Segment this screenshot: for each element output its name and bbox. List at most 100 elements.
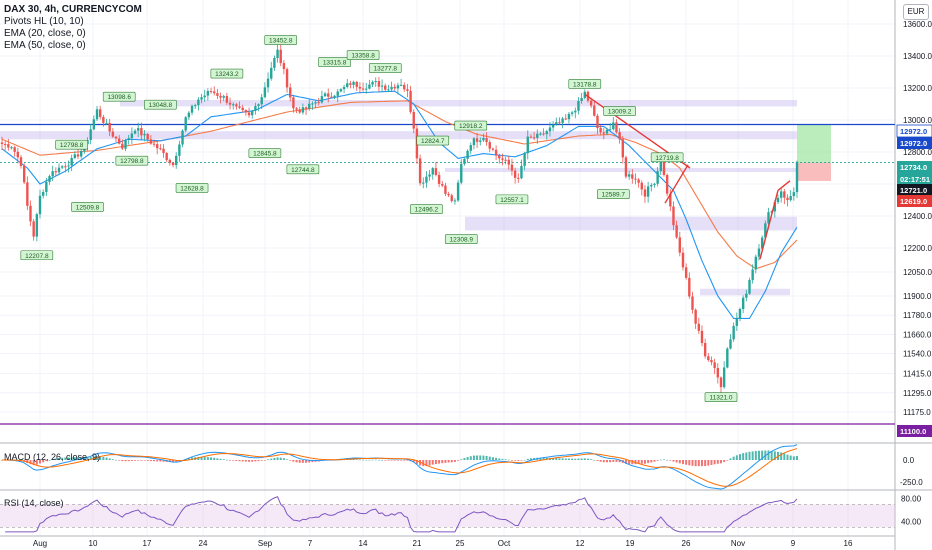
candle-body [200, 97, 203, 100]
macd-histogram-bar [305, 460, 308, 463]
macd-histogram-bar [457, 460, 460, 461]
stop-zone [797, 162, 831, 181]
candle-body [393, 86, 396, 89]
trend-line [777, 180, 791, 191]
candle-body [558, 122, 561, 124]
currency-button[interactable]: EUR [903, 4, 929, 20]
macd-histogram-bar [124, 460, 127, 462]
candle-body [631, 174, 634, 179]
candle-body [684, 267, 688, 278]
pivot-label-box [454, 120, 488, 131]
legend-ema50[interactable]: EMA (50, close, 0) [4, 40, 86, 51]
candle-body [235, 104, 238, 107]
candle-body [751, 269, 754, 281]
macd-histogram-bar [153, 460, 156, 462]
macd-histogram-bar [362, 459, 365, 461]
macd-histogram-bar [697, 460, 700, 467]
macd-histogram-bar [672, 460, 675, 462]
support-resistance-zone [445, 168, 797, 172]
macd-histogram-bar [609, 460, 612, 463]
macd-label[interactable]: MACD (12, 26, close, 9) [4, 452, 101, 462]
macd-histogram-bar [564, 458, 567, 460]
candle-body [510, 164, 514, 171]
candle-body [336, 91, 339, 96]
macd-histogram-bar [504, 459, 507, 460]
pivot-label: 13243.2 [215, 71, 239, 78]
candle-body [57, 167, 61, 173]
candle-body [54, 171, 58, 173]
macd-histogram-bar [146, 460, 149, 461]
price-tick-label: 11660.0 [903, 330, 932, 339]
macd-histogram-bar [29, 460, 32, 465]
candle-body [399, 84, 403, 86]
macd-histogram-bar [238, 460, 241, 462]
macd-histogram-bar [542, 457, 545, 460]
candle-body [244, 110, 248, 113]
macd-histogram-bar [336, 459, 339, 461]
macd-histogram-bar [51, 459, 54, 460]
candle-body [266, 78, 270, 88]
macd-histogram-bar [225, 459, 228, 461]
support-resistance-zone [700, 288, 790, 296]
macd-histogram-bar [495, 457, 498, 460]
macd-histogram-bar [745, 452, 748, 460]
candle-body [48, 176, 51, 182]
candle-body [453, 200, 457, 202]
macd-histogram-bar [263, 460, 266, 461]
price-tag-label: 12972.0 [900, 139, 927, 148]
candle-body [165, 153, 168, 160]
candle-body [479, 140, 482, 142]
macd-histogram-bar [137, 460, 140, 461]
legend-ema20[interactable]: EMA (20, close, 0) [4, 28, 86, 39]
candle-body [403, 84, 406, 90]
macd-histogram-bar [783, 453, 786, 460]
candle-body [317, 102, 320, 104]
macd-histogram-bar [108, 458, 111, 460]
macd-histogram-bar [710, 460, 713, 465]
macd-histogram-bar [599, 460, 602, 462]
legend-pivots[interactable]: Pivots HL (10, 10) [4, 16, 84, 27]
candle-body [748, 280, 751, 294]
candle-body [555, 122, 558, 125]
macd-histogram-bar [618, 460, 621, 463]
macd-histogram-bar [498, 458, 501, 460]
candle-body [409, 90, 412, 112]
candle-body [285, 69, 289, 88]
macd-histogram-bar [482, 455, 485, 460]
macd-histogram-bar [203, 457, 206, 460]
candle-body [143, 133, 146, 136]
macd-histogram-bar [732, 456, 735, 460]
price-tick-label: 11415.0 [903, 370, 932, 379]
macd-histogram-bar [73, 457, 76, 460]
candle-body [602, 132, 605, 134]
macd-histogram-bar [726, 460, 729, 461]
macd-tick: 0.0 [903, 456, 915, 465]
macd-histogram-bar [111, 459, 114, 460]
candle-body [194, 105, 197, 107]
price-tick-label: 11295.0 [903, 389, 932, 398]
macd-histogram-bar [485, 455, 488, 460]
macd-histogram-bar [688, 460, 691, 466]
macd-histogram-bar [552, 457, 555, 460]
time-tick-label: 25 [456, 539, 465, 548]
candle-body [339, 89, 343, 92]
rsi-label[interactable]: RSI (14, close) [4, 498, 64, 508]
candle-body [206, 91, 210, 96]
macd-histogram-bar [377, 459, 380, 461]
price-tag-box [897, 137, 932, 149]
pivot-label: 13452.8 [269, 38, 293, 45]
macd-histogram-bar [463, 458, 466, 460]
horizontal-lines [0, 123, 895, 425]
macd-histogram-bar [526, 458, 529, 460]
candle-body [564, 118, 567, 120]
macd-histogram-bar [450, 460, 453, 463]
candle-body [178, 144, 181, 156]
candle-body [412, 111, 415, 129]
time-tick-label: 12 [576, 539, 585, 548]
macd-histogram-bar [713, 460, 716, 465]
macd-histogram-bar [415, 460, 418, 464]
candle-body [98, 109, 102, 118]
macd-histogram-bar [118, 460, 121, 461]
macd-pane [1, 444, 798, 490]
